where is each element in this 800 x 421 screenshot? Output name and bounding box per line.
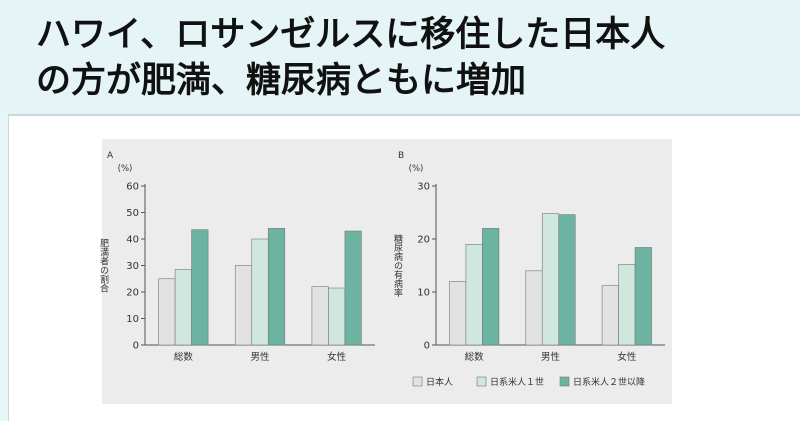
x-category-label: 男性 <box>250 351 270 363</box>
y-axis-title: 肥満者の割合 <box>98 238 109 293</box>
y-tick-label: 30 <box>126 261 139 272</box>
bar <box>267 228 286 346</box>
chart-panel-a: A (%) 肥満者の割合 0 10 20 30 40 50 60 総数 男性 女性 <box>98 151 375 363</box>
slide-title: ハワイ、ロサンゼルスに移住した日本人 の方が肥満、糖尿病ともに増加 <box>36 12 776 104</box>
unit-label: (%) <box>409 164 424 174</box>
legend-swatch <box>476 376 487 387</box>
chart-panel-b: B (%) 糖尿病の有病率 0 10 20 30 総数 男性 女性 <box>392 151 665 363</box>
y-tick-label: 60 <box>126 182 139 193</box>
slide-header: ハワイ、ロサンゼルスに移住した日本人 の方が肥満、糖尿病ともに増加 <box>0 0 800 114</box>
y-tick-label: 30 <box>417 182 430 193</box>
legend: 日本人 日系米人１世 日系米人２世以降 <box>412 376 645 388</box>
x-category-label: 総数 <box>465 351 485 363</box>
bar <box>234 265 253 346</box>
bar <box>634 247 652 346</box>
bar <box>174 269 192 346</box>
bar <box>482 228 500 346</box>
y-tick-label: 10 <box>417 288 430 299</box>
bar <box>191 229 209 346</box>
legend-swatch <box>559 376 570 387</box>
y-tick-label: 40 <box>126 235 139 246</box>
x-category-label: 男性 <box>541 351 561 363</box>
bar <box>158 278 176 346</box>
y-tick-label: 20 <box>417 235 430 246</box>
legend-label: 日系米人２世以降 <box>573 376 645 388</box>
slide-title-line-1: ハワイ、ロサンゼルスに移住した日本人 <box>36 15 666 55</box>
y-tick-label: 0 <box>133 341 139 352</box>
slide-title-line-2: の方が肥満、糖尿病ともに増加 <box>36 61 527 101</box>
panel-label: A <box>107 151 114 161</box>
legend-label: 日本人 <box>426 376 453 388</box>
bar <box>601 285 619 346</box>
unit-label: (%) <box>118 164 133 174</box>
bar <box>251 238 269 346</box>
y-axis-title: 糖尿病の有病率 <box>392 233 403 298</box>
bar <box>525 270 543 346</box>
y-tick-label: 50 <box>126 208 139 219</box>
legend-label: 日系米人１世 <box>490 376 544 388</box>
panel-label: B <box>398 151 404 161</box>
bar <box>328 287 346 346</box>
y-tick-label: 10 <box>126 314 139 325</box>
x-category-label: 総数 <box>174 351 194 363</box>
legend-swatch <box>412 376 423 387</box>
y-tick-label: 20 <box>126 288 139 299</box>
y-tick-label: 0 <box>424 341 430 352</box>
x-category-label: 女性 <box>327 351 347 363</box>
bar <box>344 230 362 346</box>
bar <box>558 214 576 346</box>
bar <box>449 281 467 346</box>
bar <box>311 286 329 346</box>
bar <box>541 213 560 346</box>
x-category-label: 女性 <box>617 351 637 363</box>
bar <box>465 244 483 346</box>
bar <box>618 264 636 346</box>
